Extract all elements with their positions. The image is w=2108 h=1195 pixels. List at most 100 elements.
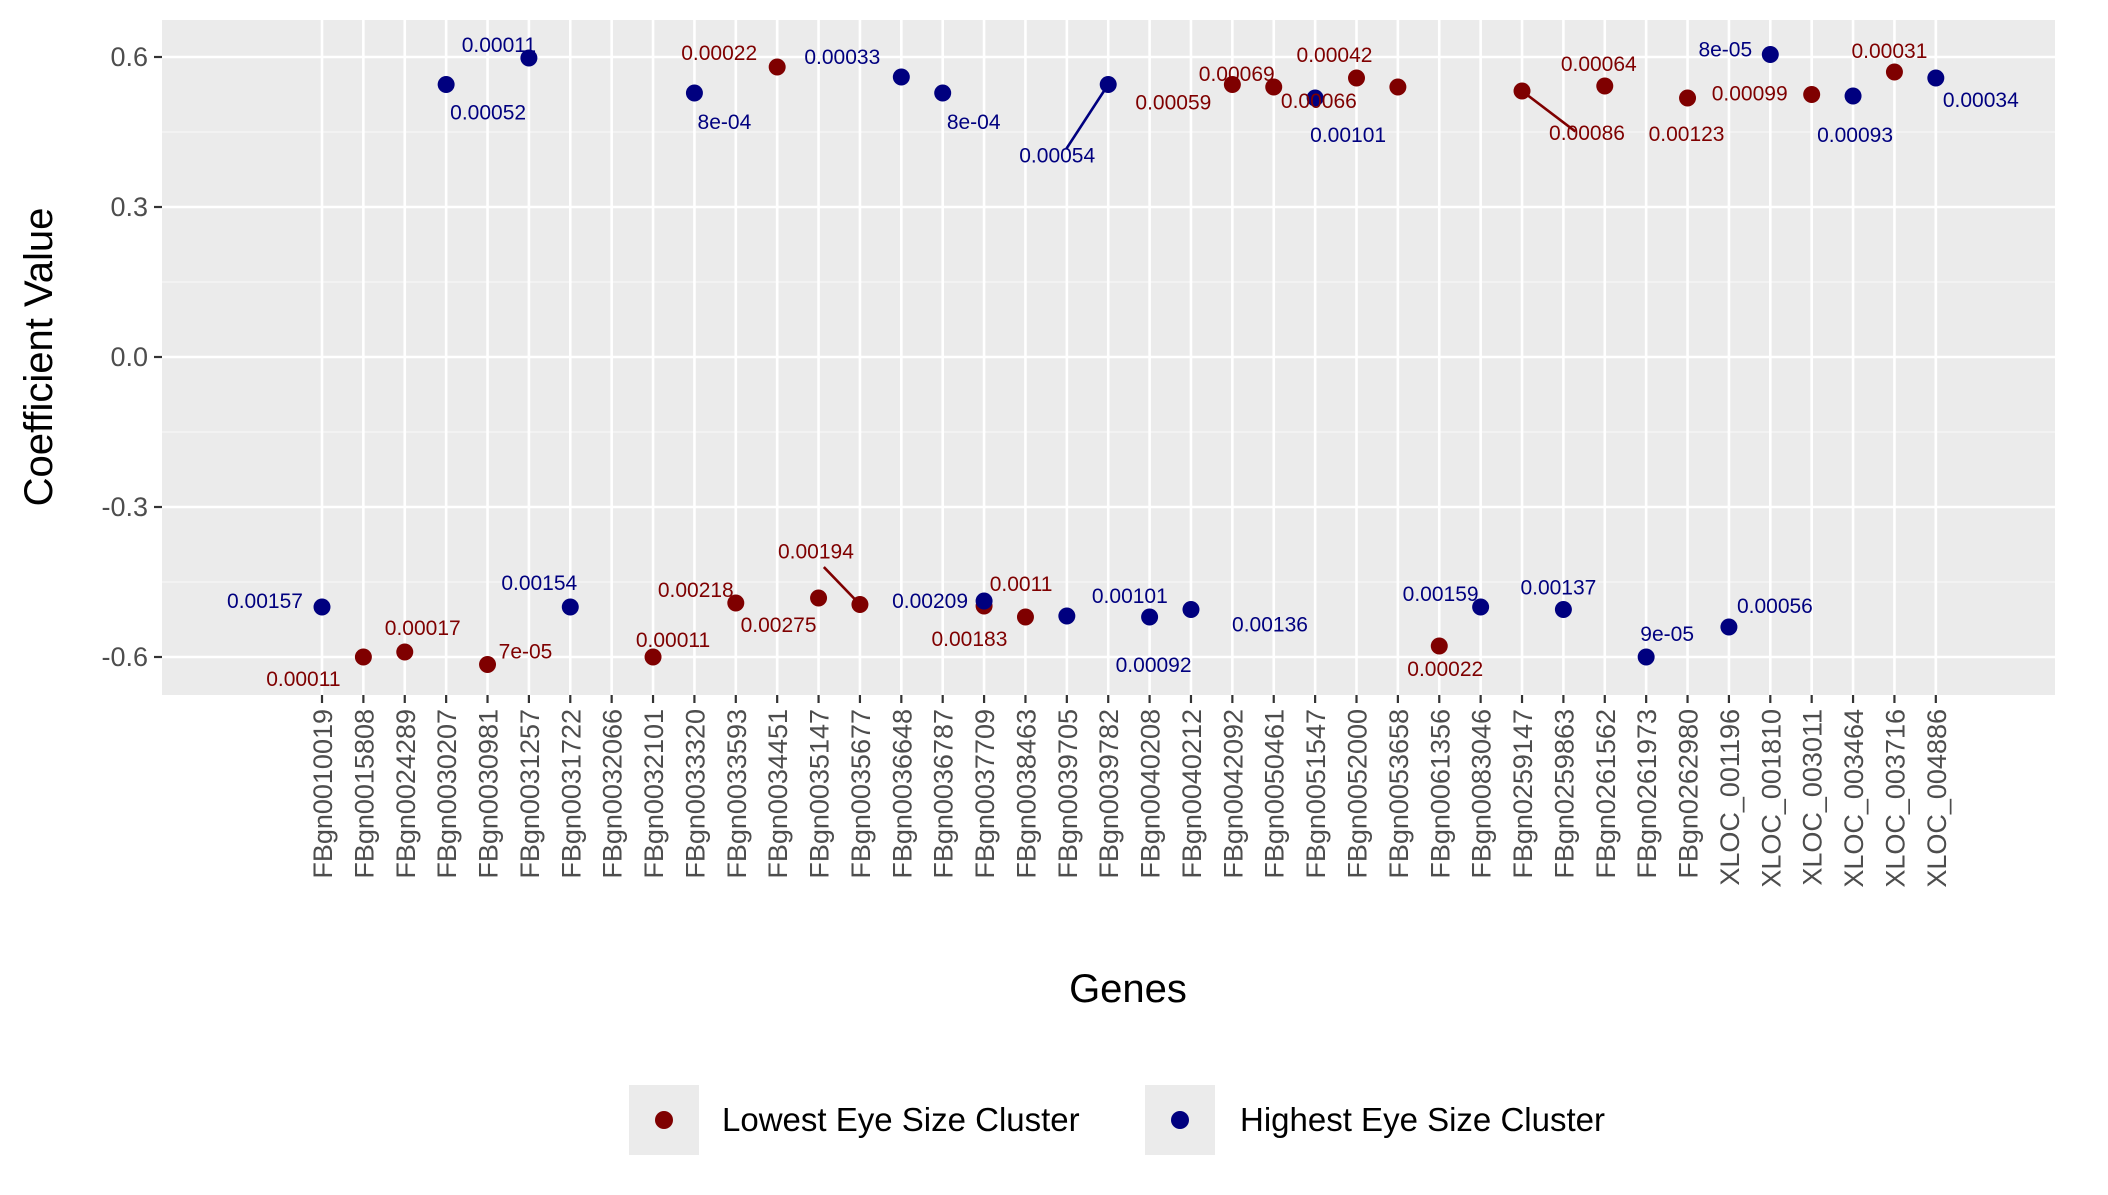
x-tick-label: FBgn0039782 xyxy=(1094,709,1124,879)
point-label: 0.00031 xyxy=(1851,40,1927,63)
x-tick-label: XLOC_001196 xyxy=(1715,709,1745,886)
y-tick-label: 0.6 xyxy=(110,42,148,72)
point-lowest-eye-size xyxy=(810,589,828,607)
point-highest-eye-size xyxy=(1141,608,1159,626)
point-lowest-eye-size xyxy=(644,648,662,666)
point-highest-eye-size xyxy=(934,84,952,102)
x-tick-label: FBgn0039705 xyxy=(1053,709,1083,879)
y-tick-label: -0.6 xyxy=(101,642,148,672)
point-label: 8e-04 xyxy=(947,111,1001,134)
x-tick-label: XLOC_003464 xyxy=(1839,709,1869,888)
x-tick-label: FBgn0040212 xyxy=(1177,709,1207,879)
point-label: 0.00093 xyxy=(1817,124,1893,147)
y-tick-label: 0.3 xyxy=(110,192,148,222)
point-highest-eye-size xyxy=(892,68,910,86)
point-highest-eye-size xyxy=(1058,607,1076,625)
x-tick-label: FBgn0042092 xyxy=(1218,709,1248,879)
x-tick-label: FBgn0034451 xyxy=(763,709,793,879)
point-label: 0.00059 xyxy=(1135,92,1211,115)
point-lowest-eye-size xyxy=(1389,78,1407,96)
point-lowest-eye-size xyxy=(1679,89,1697,107)
x-tick-label: FBgn0261562 xyxy=(1591,709,1621,879)
x-tick-label: XLOC_001810 xyxy=(1756,709,1786,888)
point-label: 0.00194 xyxy=(778,541,854,564)
point-lowest-eye-size xyxy=(396,643,414,661)
x-tick-label: FBgn0061356 xyxy=(1425,709,1455,879)
y-axis-ticks: 0.6 0.3 0.0 -0.3 -0.6 xyxy=(101,42,162,672)
legend-label-lowest: Lowest Eye Size Cluster xyxy=(722,1101,1080,1138)
point-lowest-eye-size xyxy=(1016,608,1034,626)
point-lowest-eye-size xyxy=(354,648,372,666)
x-tick-label: FBgn0053658 xyxy=(1384,709,1414,879)
legend-label-highest: Highest Eye Size Cluster xyxy=(1240,1101,1605,1138)
x-tick-label: FBgn0015808 xyxy=(349,709,379,879)
point-label: 0.00064 xyxy=(1561,53,1637,76)
x-tick-label: FBgn0050461 xyxy=(1260,709,1290,879)
x-tick-label: FBgn0037709 xyxy=(970,709,1000,879)
point-label: 0.00218 xyxy=(658,579,734,602)
x-tick-label: FBgn0038463 xyxy=(1011,709,1041,879)
point-label: 0.00136 xyxy=(1232,614,1308,637)
point-label: 0.00034 xyxy=(1943,89,2019,112)
point-label: 0.00101 xyxy=(1092,585,1168,608)
point-label: 0.00011 xyxy=(266,668,340,691)
y-axis-title: Coefficient Value xyxy=(17,208,61,507)
y-tick-label: 0.0 xyxy=(110,342,148,372)
point-highest-eye-size xyxy=(561,598,579,616)
point-label: 0.00056 xyxy=(1737,595,1813,618)
x-tick-label: FBgn0035677 xyxy=(846,709,876,879)
x-axis-ticks: FBgn0010019 FBgn0015808 FBgn0024289 FBgn003… xyxy=(308,695,1952,888)
point-lowest-eye-size xyxy=(1223,76,1241,93)
legend-key-lowest-dot xyxy=(655,1111,673,1129)
x-tick-label: FBgn0031257 xyxy=(515,709,545,879)
point-lowest-eye-size xyxy=(1513,82,1531,100)
label-leader-line xyxy=(1521,89,1577,133)
x-tick-label: FBgn0032066 xyxy=(598,709,628,879)
point-highest-eye-size xyxy=(685,84,703,102)
point-label: 0.00183 xyxy=(931,628,1007,651)
x-tick-label: FBgn0259147 xyxy=(1508,709,1538,879)
point-label: 8e-04 xyxy=(698,111,752,134)
point-highest-eye-size xyxy=(1306,89,1324,107)
point-lowest-eye-size xyxy=(851,596,869,613)
x-tick-label: XLOC_003716 xyxy=(1880,709,1910,888)
point-label: 0.0011 xyxy=(990,573,1053,596)
point-label: 0.00101 xyxy=(1310,124,1386,147)
point-label: 7e-05 xyxy=(499,641,553,664)
point-label: 0.00123 xyxy=(1649,123,1725,146)
point-label: 0.00137 xyxy=(1520,577,1596,600)
major-gridlines xyxy=(162,20,2055,695)
point-highest-eye-size xyxy=(1554,601,1572,618)
x-tick-label: FBgn0031722 xyxy=(556,709,586,879)
x-tick-label: FBgn0036787 xyxy=(929,709,959,879)
label-leader-lines xyxy=(822,83,1577,606)
label-leader-line xyxy=(822,566,861,606)
point-label: 0.00154 xyxy=(501,572,577,595)
point-lowest-eye-size xyxy=(768,58,786,76)
x-tick-label: FBgn0030981 xyxy=(474,709,504,879)
point-label: 0.00017 xyxy=(385,617,461,640)
point-highest-eye-size xyxy=(1472,598,1490,616)
point-lowest-eye-size xyxy=(1430,637,1448,655)
point-label: 9e-05 xyxy=(1640,623,1694,646)
point-highest-eye-size xyxy=(1099,76,1117,93)
x-tick-label: FBgn0010019 xyxy=(308,709,338,879)
point-label: 0.00275 xyxy=(741,614,817,637)
point-highest-eye-size xyxy=(1927,69,1945,87)
x-tick-label: FBgn0259863 xyxy=(1549,709,1579,879)
x-axis-title: Genes xyxy=(1069,967,1187,1011)
point-label: 0.00011 xyxy=(636,629,710,652)
label-leader-line xyxy=(1065,83,1110,150)
point-lowest-eye-size xyxy=(1265,78,1283,96)
point-label: 0.00052 xyxy=(450,102,526,125)
point-labels: 0.00011 0.00017 7e-05 0.00011 0.00218 0.00022… xyxy=(227,34,2019,691)
point-label: 0.00022 xyxy=(1407,658,1483,681)
x-tick-label: FBgn0024289 xyxy=(391,709,421,879)
point-label: 0.00086 xyxy=(1549,122,1625,145)
point-highest-eye-size xyxy=(437,76,455,93)
y-tick-label: -0.3 xyxy=(101,492,148,522)
x-tick-label: FBgn0051547 xyxy=(1301,709,1331,879)
point-label: 0.00066 xyxy=(1281,90,1357,113)
x-tick-label: FBgn0035147 xyxy=(805,709,835,879)
